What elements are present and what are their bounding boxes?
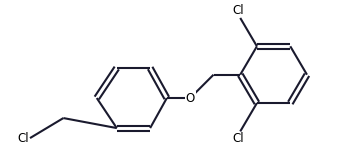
- Text: Cl: Cl: [18, 132, 29, 145]
- Text: Cl: Cl: [232, 132, 244, 145]
- Text: O: O: [186, 92, 195, 104]
- Text: Cl: Cl: [232, 4, 244, 17]
